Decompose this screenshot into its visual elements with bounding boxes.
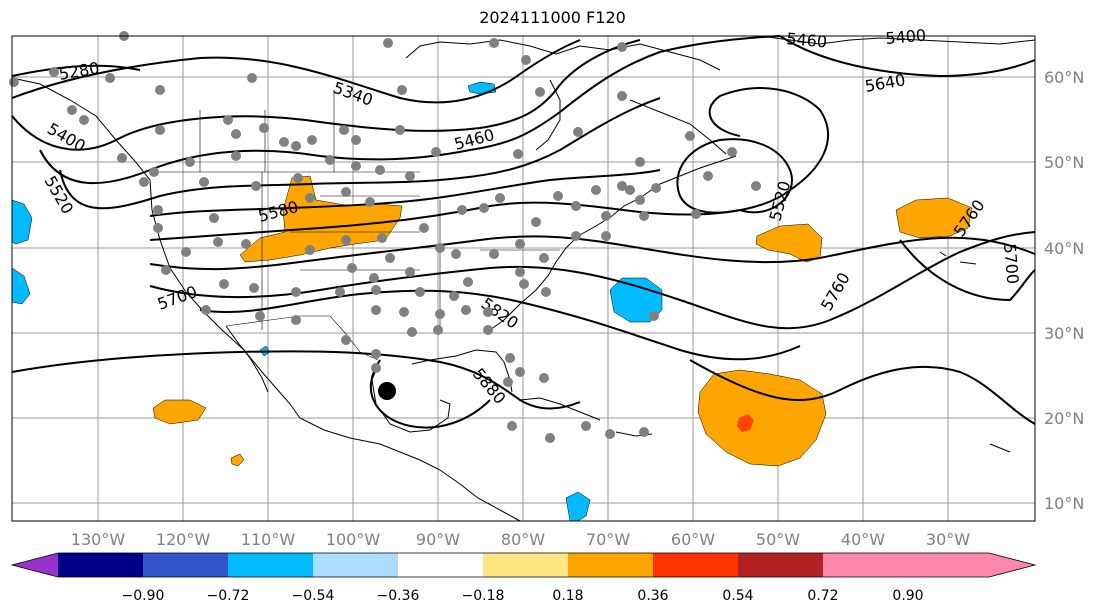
- latitude-labels: 60°N 50°N 40°N 30°N 20°N 10°N: [1044, 68, 1084, 513]
- colorbar-tick: −0.72: [207, 588, 250, 604]
- lon-label: 30°W: [926, 530, 970, 549]
- contour-5520-b: [676, 138, 793, 214]
- lat-label: 10°N: [1044, 494, 1084, 513]
- contour-5340: [11, 39, 581, 104]
- contour-5760: [149, 231, 1036, 330]
- contour-label: 5700: [1000, 243, 1022, 285]
- contour-label: 5400: [885, 26, 927, 48]
- colorbar-tick: 0.54: [722, 588, 753, 604]
- orange-region-tropical: [697, 369, 827, 467]
- lon-label: 90°W: [416, 530, 460, 549]
- contour-5640: [149, 35, 1036, 241]
- storm-center-marker: [378, 382, 396, 400]
- colorbar-seg-5: [398, 553, 483, 577]
- colorbar-seg-0: [12, 553, 58, 577]
- lat-label: 30°N: [1044, 324, 1084, 343]
- colorbar-tick: 0.72: [807, 588, 838, 604]
- lon-label: 60°W: [671, 530, 715, 549]
- contour-5820: [199, 289, 801, 361]
- longitude-labels: 130°W 120°W 110°W 100°W 90°W 80°W 70°W 6…: [71, 530, 970, 549]
- station-dots: [9, 31, 761, 443]
- colorbar-seg-2: [143, 553, 228, 577]
- orange-region-eastatlantic: [895, 197, 973, 239]
- orange-spot-small: [230, 453, 245, 467]
- borders: [150, 90, 560, 361]
- colorbar-seg-7: [568, 553, 653, 577]
- contour-5880-b: [689, 359, 1036, 425]
- colorbar-seg-11: [989, 553, 1035, 577]
- lat-label: 60°N: [1044, 68, 1084, 87]
- lon-label: 50°W: [756, 530, 800, 549]
- colorbar-tick-labels: −0.90 −0.72 −0.54 −0.36 −0.18 0.18 0.36 …: [122, 588, 924, 604]
- contour-5520-a: [59, 97, 661, 210]
- contour-5700: [149, 235, 1036, 271]
- lon-label: 120°W: [156, 530, 211, 549]
- height-contours: [11, 35, 1036, 429]
- lat-label: 20°N: [1044, 409, 1084, 428]
- colorbar-tick: −0.54: [292, 588, 335, 604]
- colorbar-tick: −0.90: [122, 588, 165, 604]
- map-frame: [11, 35, 1036, 522]
- contour-label: 5460: [786, 29, 828, 51]
- colorbar-seg-6: [483, 553, 568, 577]
- colorbar-tick: 0.90: [892, 588, 923, 604]
- anomaly-shading: [11, 81, 973, 522]
- colorbar-seg-1: [58, 553, 143, 577]
- colorbar-seg-8: [653, 553, 738, 577]
- contour-5760-east: [899, 239, 1036, 302]
- colorbar: [10, 552, 1037, 578]
- lat-label: 50°N: [1044, 153, 1084, 172]
- lat-label: 40°N: [1044, 239, 1084, 258]
- colorbar-tick: 0.18: [552, 588, 583, 604]
- colorbar-seg-9: [738, 553, 823, 577]
- colorbar-tick: −0.36: [377, 588, 420, 604]
- orange-region-pacific: [152, 399, 207, 425]
- lon-label: 40°W: [841, 530, 885, 549]
- colorbar-tick: −0.18: [462, 588, 505, 604]
- colorbar-tick: 0.36: [637, 588, 668, 604]
- lon-label: 110°W: [241, 530, 296, 549]
- lon-label: 130°W: [71, 530, 126, 549]
- map-title: 2024111000 F120: [479, 8, 626, 27]
- colorbar-seg-3: [228, 553, 313, 577]
- coastlines: [11, 35, 1036, 522]
- redorange-spot: [737, 414, 754, 432]
- lon-label: 100°W: [326, 530, 381, 549]
- colorbar-seg-4: [313, 553, 398, 577]
- lon-label: 80°W: [501, 530, 545, 549]
- contour-5580: [149, 169, 661, 217]
- orange-region-plains: [239, 175, 403, 263]
- contour-5400: [11, 39, 641, 151]
- lon-label: 70°W: [586, 530, 630, 549]
- blue-region-atlantic: [609, 277, 663, 323]
- colorbar-seg-10: [823, 553, 989, 577]
